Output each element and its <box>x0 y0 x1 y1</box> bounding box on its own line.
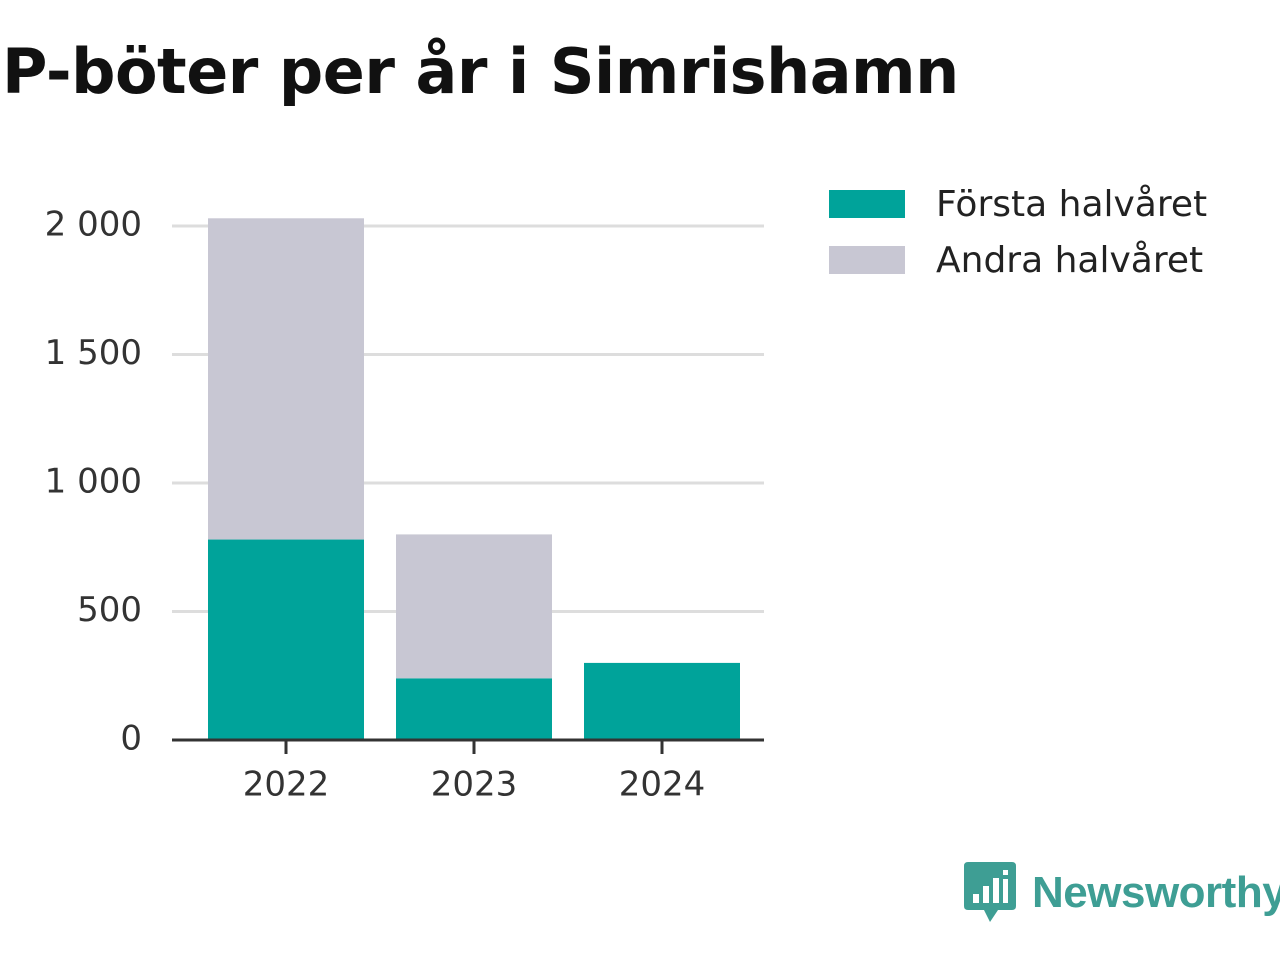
bar-2023-series-1 <box>396 678 552 740</box>
x-tick-label: 2024 <box>619 765 706 805</box>
legend-label-first-half: Första halvåret <box>936 183 1208 225</box>
bar-2024-series-1 <box>584 662 740 740</box>
legend-swatch-second-half <box>829 246 905 274</box>
brand-name: Newsworthy <box>1032 868 1280 917</box>
y-tick-label: 2 000 <box>45 205 142 245</box>
axes: 0 500 1 000 1 500 2 000 2022 2023 2024 <box>45 205 764 805</box>
bars <box>208 218 740 740</box>
y-tick-label: 0 <box>120 719 142 759</box>
legend-item-second-half: Andra halvåret <box>829 232 1207 288</box>
y-tick-label: 1 500 <box>45 333 142 373</box>
y-tick-label: 500 <box>77 590 142 630</box>
newsworthy-logo-icon <box>964 862 1016 922</box>
bar-2022-series-2 <box>208 218 364 540</box>
x-tick-label: 2022 <box>243 765 330 805</box>
legend-swatch-first-half <box>829 190 905 218</box>
legend: Första halvåret Andra halvåret <box>829 176 1207 288</box>
bar-2023-series-2 <box>396 534 552 679</box>
bar-2022-series-1 <box>208 539 364 740</box>
chart-title: P-böter per år i Simrishamn <box>2 35 959 108</box>
x-tick-label: 2023 <box>431 765 518 805</box>
legend-label-second-half: Andra halvåret <box>936 239 1204 281</box>
y-tick-label: 1 000 <box>45 462 142 502</box>
newsworthy-logo: Newsworthy <box>964 862 1280 924</box>
legend-item-first-half: Första halvåret <box>829 176 1207 232</box>
